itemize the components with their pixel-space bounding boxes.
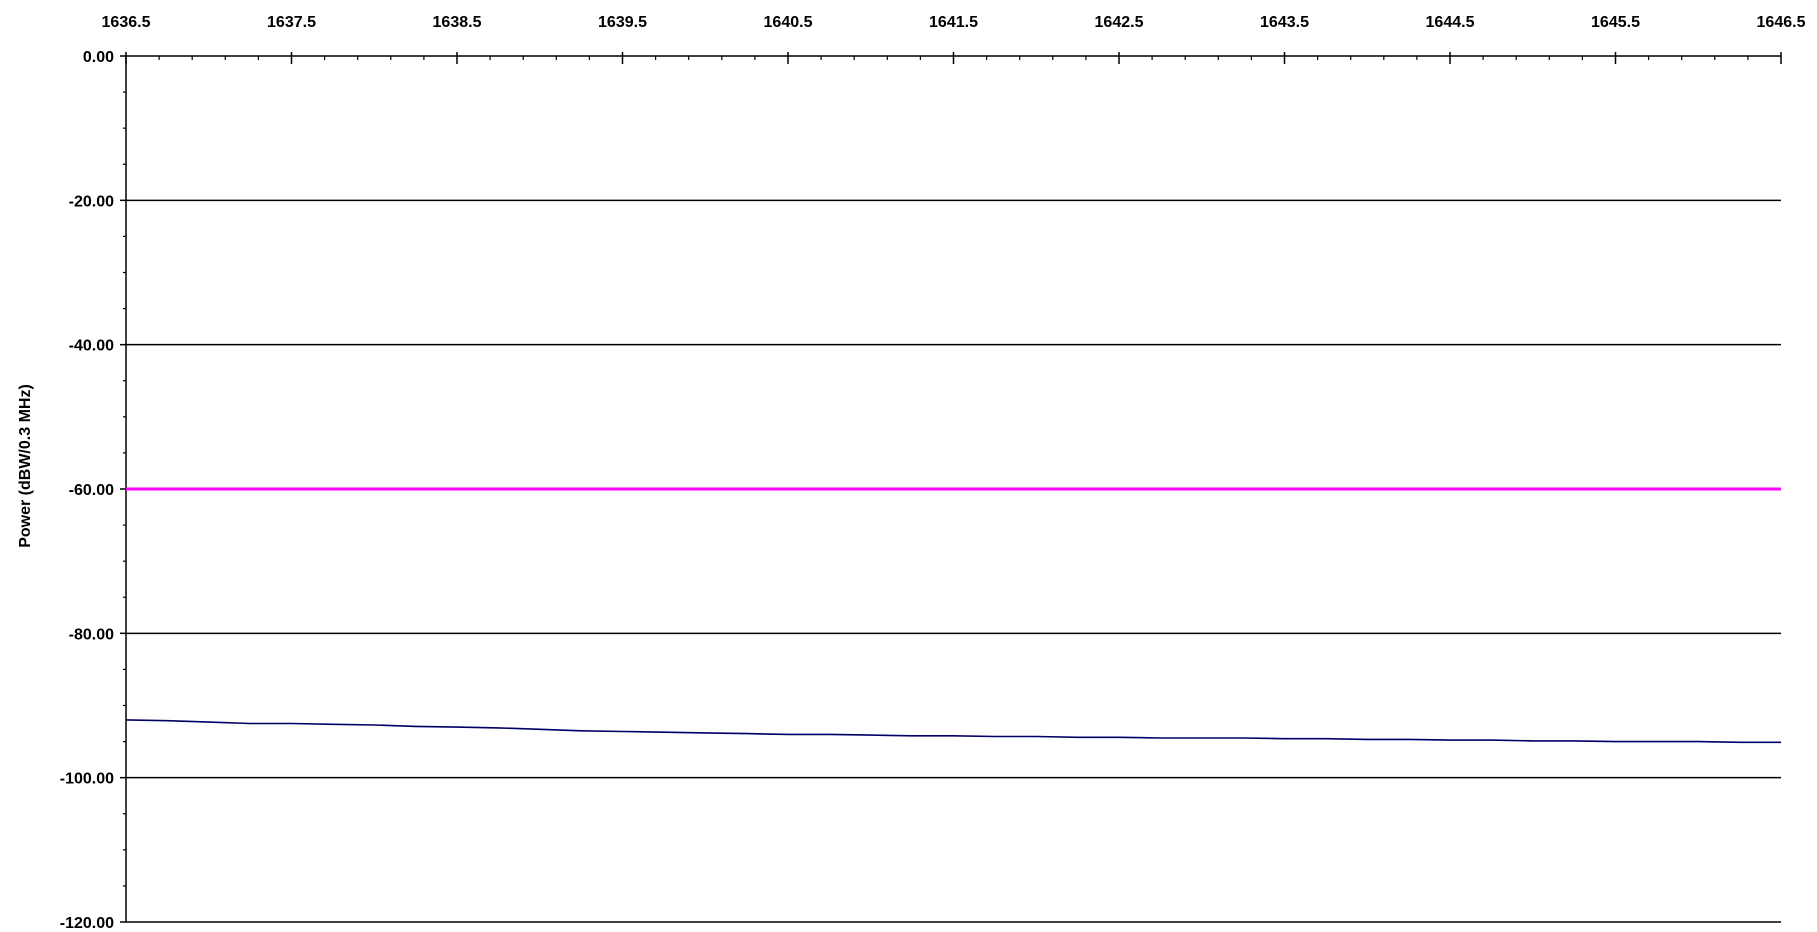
y-axis-title: Power (dBW/0.3 MHz) xyxy=(17,384,34,548)
x-tick-label: 1643.5 xyxy=(1260,14,1309,31)
x-tick-label: 1636.5 xyxy=(102,14,151,31)
y-tick-label: -100.00 xyxy=(60,771,114,788)
series-lines xyxy=(125,719,1781,744)
y-tick-label: -80.00 xyxy=(69,626,114,643)
y-tick-label: -120.00 xyxy=(60,915,114,932)
x-tick-label: 1642.5 xyxy=(1095,14,1144,31)
x-tick-label: 1644.5 xyxy=(1426,14,1475,31)
grid-lines xyxy=(126,55,1781,923)
axes: 0.00 -20.00 -40.00 -60.00 -80.00 -100.00 -120.… xyxy=(60,14,1806,932)
y-tick-label: -60.00 xyxy=(69,482,114,499)
x-tick-label: 1645.5 xyxy=(1591,14,1640,31)
y-tick-label: 0.00 xyxy=(83,49,114,66)
x-tick-label: 1638.5 xyxy=(433,14,482,31)
x-tick-label: 1639.5 xyxy=(598,14,647,31)
x-tick-label: 1640.5 xyxy=(764,14,813,31)
x-tick-label: 1637.5 xyxy=(267,14,316,31)
y-tick-label: -40.00 xyxy=(69,338,114,355)
y-tick-label: -20.00 xyxy=(69,193,114,210)
x-tick-label: 1641.5 xyxy=(929,14,978,31)
x-tick-label: 1646.5 xyxy=(1757,14,1806,31)
series-line xyxy=(125,719,1781,744)
